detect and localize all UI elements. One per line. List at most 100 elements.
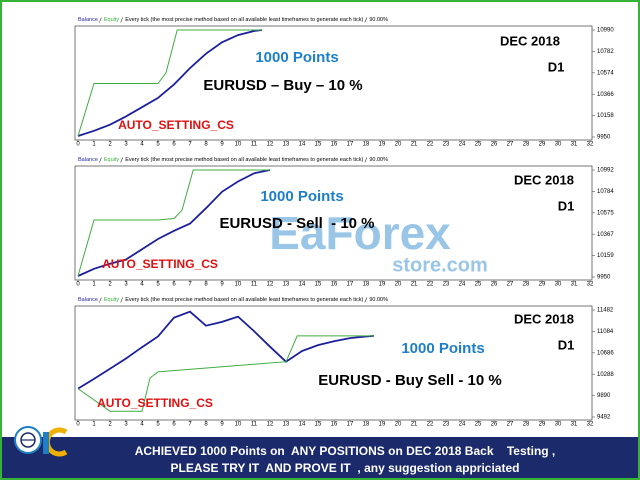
series-line bbox=[77, 310, 375, 390]
x-tick-label: 12 bbox=[267, 422, 274, 428]
x-tick-label: 5 bbox=[156, 142, 160, 148]
y-tick-label: 10159 bbox=[597, 253, 614, 259]
x-tick-label: 4 bbox=[140, 422, 144, 428]
x-tick-label: 18 bbox=[363, 422, 370, 428]
x-tick-label: 23 bbox=[443, 282, 450, 288]
x-tick-label: 3 bbox=[124, 142, 128, 148]
x-tick-label: 11 bbox=[251, 422, 258, 428]
y-tick-label: 11482 bbox=[597, 308, 614, 314]
annotation: D1 bbox=[558, 337, 575, 352]
footer-band bbox=[2, 437, 638, 478]
y-tick-label: 9950 bbox=[597, 135, 611, 141]
quality: 90.00% bbox=[369, 157, 388, 163]
x-tick-label: 9 bbox=[220, 422, 224, 428]
x-tick-label: 10 bbox=[235, 422, 242, 428]
x-tick-label: 7 bbox=[188, 422, 192, 428]
x-tick-label: 23 bbox=[443, 422, 450, 428]
x-tick-label: 5 bbox=[156, 282, 160, 288]
x-tick-label: 10 bbox=[235, 282, 242, 288]
annotation: 1000 Points bbox=[260, 188, 343, 205]
watermark: EaForex bbox=[269, 207, 451, 259]
chart-header: Balance Equity Every tick (the most precis… bbox=[78, 297, 388, 303]
x-tick-label: 27 bbox=[507, 282, 514, 288]
x-tick-label: 29 bbox=[539, 422, 546, 428]
legend-entry: Balance bbox=[78, 17, 98, 23]
y-tick-label: 10158 bbox=[597, 113, 614, 119]
header-separator bbox=[364, 297, 368, 303]
y-tick-label: 9890 bbox=[597, 393, 611, 399]
x-tick-label: 24 bbox=[459, 422, 466, 428]
x-tick-label: 19 bbox=[379, 142, 386, 148]
x-tick-label: 15 bbox=[315, 282, 322, 288]
footer-line: ACHIEVED 1000 Points on ANY POSITIONS on… bbox=[135, 444, 556, 458]
logo bbox=[14, 426, 68, 457]
annotation: DEC 2018 bbox=[514, 311, 574, 326]
x-tick-label: 21 bbox=[411, 142, 418, 148]
x-tick-label: 0 bbox=[76, 142, 80, 148]
x-tick-label: 16 bbox=[331, 282, 338, 288]
x-tick-label: 13 bbox=[283, 282, 290, 288]
plot-frame bbox=[74, 25, 593, 141]
x-tick-label: 7 bbox=[188, 142, 192, 148]
y-tick-label: 10784 bbox=[597, 189, 614, 195]
y-tick-label: 10575 bbox=[597, 210, 614, 216]
x-tick-label: 2 bbox=[108, 422, 112, 428]
x-tick-label: 32 bbox=[587, 142, 594, 148]
legend-entry: Equity bbox=[104, 17, 120, 23]
x-tick-label: 28 bbox=[523, 422, 530, 428]
x-tick-label: 21 bbox=[411, 282, 418, 288]
x-tick-label: 3 bbox=[124, 422, 128, 428]
annotation: AUTO_SETTING_CS bbox=[97, 396, 213, 410]
chart-subtitle: Every tick (the most precise method base… bbox=[125, 297, 363, 303]
y-tick-label: 9950 bbox=[597, 275, 611, 281]
y-tick-label: 10367 bbox=[597, 232, 614, 238]
y-tick-label: 10782 bbox=[597, 49, 614, 55]
x-tick-label: 10 bbox=[235, 142, 242, 148]
quality: 90.00% bbox=[369, 297, 388, 303]
annotation: D1 bbox=[548, 59, 565, 74]
x-tick-label: 6 bbox=[172, 282, 176, 288]
legend-entry: Balance bbox=[78, 157, 98, 163]
chart-subtitle: Every tick (the most precise method base… bbox=[125, 17, 363, 23]
annotation: EURUSD – Buy – 10 % bbox=[203, 77, 362, 94]
plot-frame bbox=[74, 305, 593, 421]
x-tick-label: 17 bbox=[347, 142, 354, 148]
series-line bbox=[77, 29, 263, 137]
x-tick-label: 25 bbox=[475, 422, 482, 428]
annotation: EURUSD - Sell - 10 % bbox=[219, 215, 374, 232]
y-tick-label: 10992 bbox=[597, 168, 614, 174]
x-tick-label: 27 bbox=[507, 422, 514, 428]
x-tick-label: 13 bbox=[283, 142, 290, 148]
chart-panel: Balance Equity Every tick (the most precis… bbox=[74, 297, 614, 428]
x-tick-label: 26 bbox=[491, 422, 498, 428]
x-tick-label: 32 bbox=[587, 422, 594, 428]
x-tick-label: 23 bbox=[443, 142, 450, 148]
chart-panel: Balance Equity Every tick (the most precis… bbox=[74, 157, 614, 288]
y-tick-label: 10686 bbox=[597, 350, 614, 356]
x-tick-label: 29 bbox=[539, 282, 546, 288]
x-tick-label: 17 bbox=[347, 282, 354, 288]
x-tick-label: 22 bbox=[427, 282, 434, 288]
x-tick-label: 29 bbox=[539, 142, 546, 148]
plot-frame bbox=[74, 165, 593, 281]
footer-line: PLEASE TRY IT AND PROVE IT , any suggest… bbox=[171, 461, 520, 475]
x-tick-label: 18 bbox=[363, 142, 370, 148]
x-tick-label: 31 bbox=[571, 142, 578, 148]
x-tick-label: 11 bbox=[251, 282, 258, 288]
x-tick-label: 2 bbox=[108, 142, 112, 148]
header-separator bbox=[99, 17, 102, 23]
x-tick-label: 12 bbox=[267, 282, 274, 288]
x-tick-label: 6 bbox=[172, 422, 176, 428]
x-tick-label: 7 bbox=[188, 282, 192, 288]
x-tick-label: 13 bbox=[283, 422, 290, 428]
x-tick-label: 25 bbox=[475, 282, 482, 288]
logo-bar bbox=[43, 432, 49, 454]
x-tick-label: 30 bbox=[555, 282, 562, 288]
series-line bbox=[77, 29, 262, 137]
x-tick-label: 19 bbox=[379, 422, 386, 428]
x-tick-label: 20 bbox=[395, 422, 402, 428]
x-tick-label: 27 bbox=[507, 142, 514, 148]
chart-subtitle: Every tick (the most precise method base… bbox=[125, 157, 363, 163]
